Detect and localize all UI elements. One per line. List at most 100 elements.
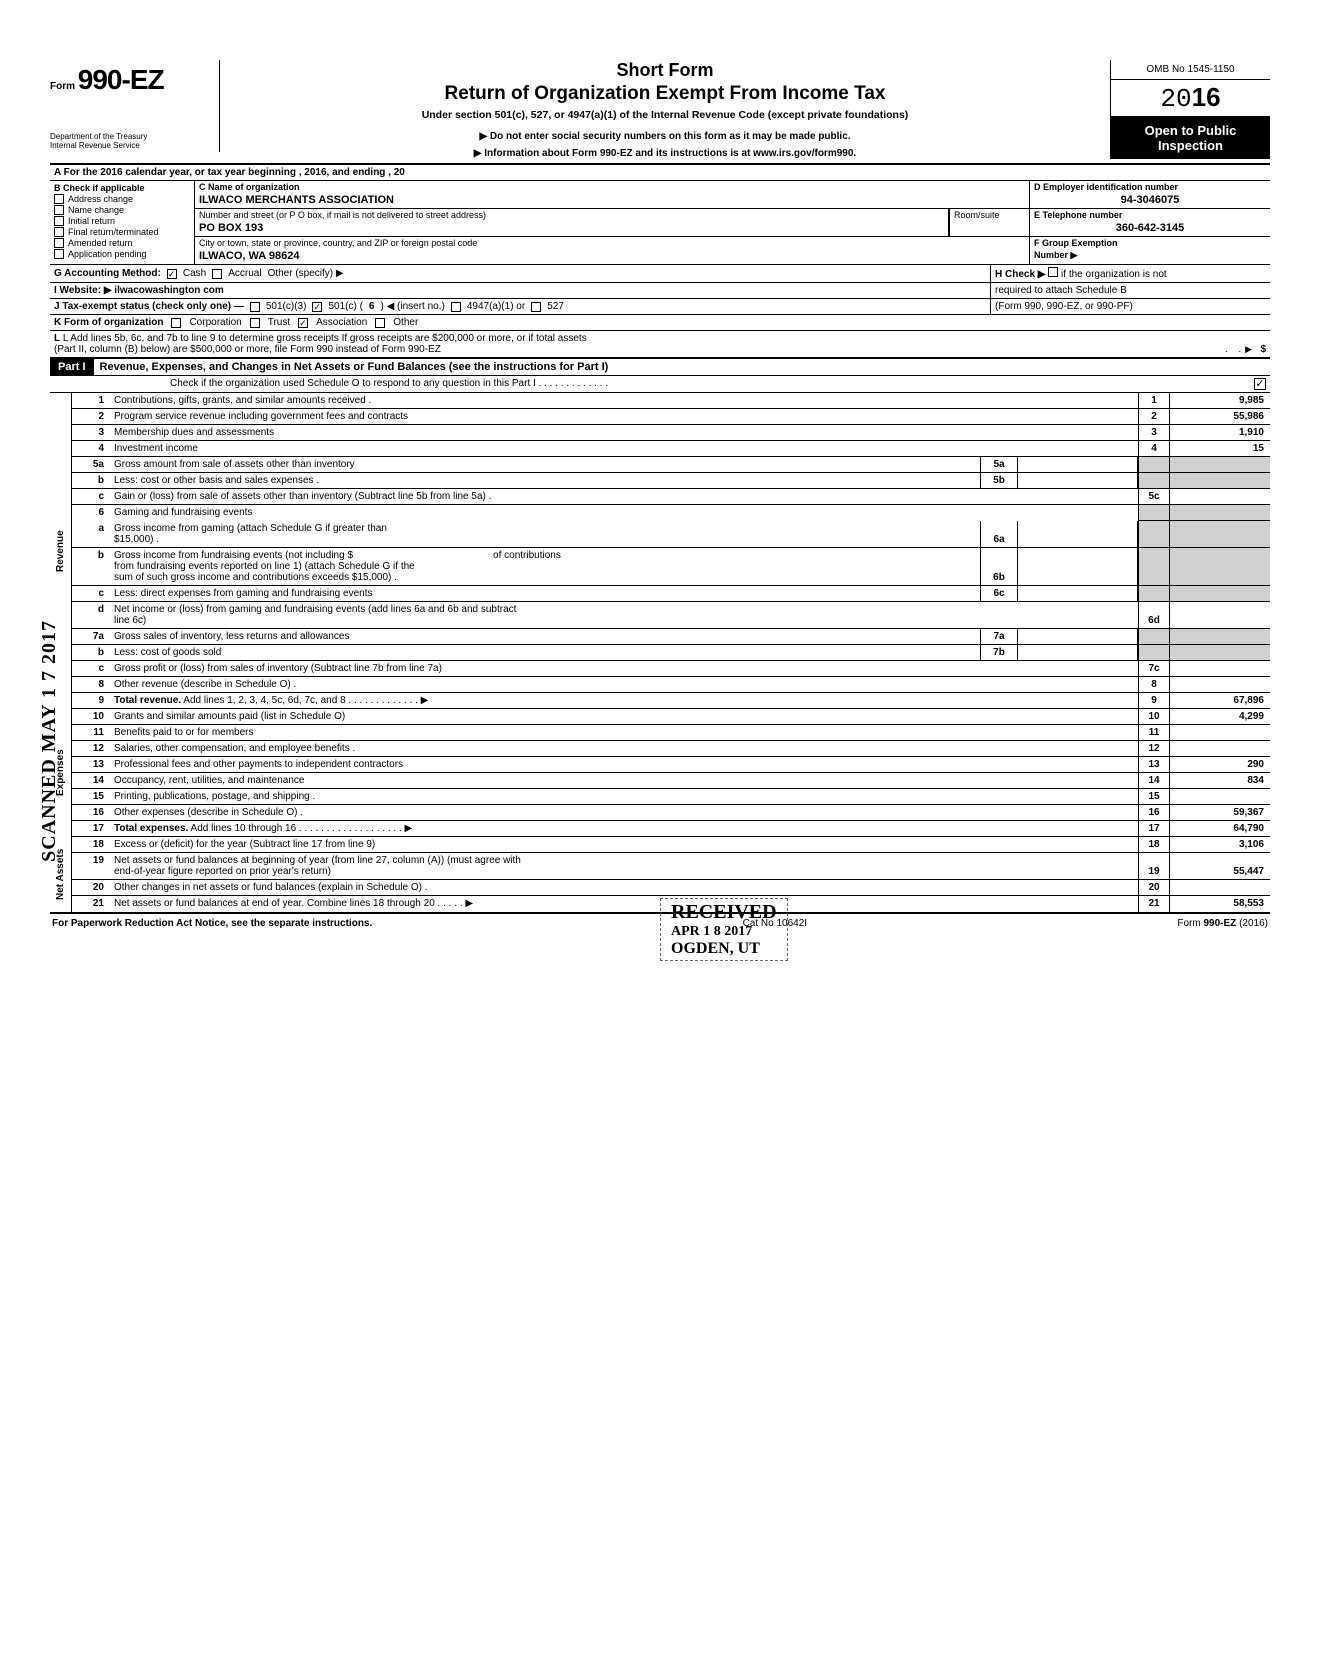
check-4947[interactable] [451,302,461,312]
year-prefix: 20 [1160,84,1191,114]
line-5c: c Gain or (loss) from sale of assets oth… [72,489,1270,505]
f-label2: Number ▶ [1030,249,1270,262]
check-name-change[interactable]: Name change [54,205,190,215]
dept1: Department of the Treasury [50,132,213,141]
line-j-row: J Tax-exempt status (check only one) — 5… [50,299,1270,315]
section-f: F Group Exemption Number ▶ [1030,237,1270,264]
check-cash[interactable] [167,269,177,279]
line-14: 14 Occupancy, rent, utilities, and maint… [72,773,1270,789]
part1-label: Part I [50,359,94,375]
check-501c3[interactable] [250,302,260,312]
year-suffix: 16 [1192,82,1221,112]
line-17: 17 Total expenses. Add lines 10 through … [72,821,1270,837]
schedule-o-check: Check if the organization used Schedule … [50,376,1270,393]
line-12: 12 Salaries, other compensation, and emp… [72,741,1270,757]
line-9: 9 Total revenue. Total revenue. Add line… [72,693,1270,709]
check-address-change[interactable]: Address change [54,194,190,204]
check-application-pending[interactable]: Application pending [54,249,190,259]
line-a: A For the 2016 calendar year, or tax yea… [50,165,1270,181]
instruction1: ▶ Do not enter social security numbers o… [228,131,1102,142]
street-label: Number and street (or P O box, if mail i… [195,209,948,221]
form-center: Short Form Return of Organization Exempt… [220,60,1110,163]
main-title: Return of Organization Exempt From Incom… [228,83,1102,105]
check-527[interactable] [531,302,541,312]
line-j: J Tax-exempt status (check only one) — 5… [50,299,990,314]
line-7b: b Less: cost of goods sold 7b [72,645,1270,661]
line-h-2: required to attach Schedule B [990,283,1270,298]
d-label: D Employer identification number [1030,181,1270,193]
check-other-org[interactable] [375,318,385,328]
omb-number: OMB No 1545-1150 [1111,60,1270,80]
form-left: Form 990-EZ Department of the Treasury I… [50,60,220,152]
line-g: G Accounting Method: Cash Accrual Other … [50,265,990,282]
name-ein-row: C Name of organization ILWACO MERCHANTS … [195,181,1270,209]
check-amended-return[interactable]: Amended return [54,238,190,248]
b-label: B Check if applicable [54,183,190,193]
check-501c[interactable] [312,302,322,312]
line-i: I Website: ▶ ilwacowashington com [50,283,990,298]
check-trust[interactable] [250,318,260,328]
dept2: Internal Revenue Service [50,141,213,150]
line-16: 16 Other expenses (describe in Schedule … [72,805,1270,821]
line-18: 18 Excess or (deficit) for the year (Sub… [72,837,1270,853]
check-schedule-o[interactable] [1254,378,1266,390]
form-number-value: 990-EZ [78,64,164,95]
section-c-name: C Name of organization ILWACO MERCHANTS … [195,181,1030,208]
section-e: E Telephone number 360-642-3145 [1030,209,1270,236]
f-label1: F Group Exemption [1030,237,1270,249]
expenses-section: Expenses 10 Grants and similar amounts p… [50,709,1270,837]
line-6a: a Gross income from gaming (attach Sched… [72,521,1270,548]
check-schedule-b[interactable] [1048,267,1058,277]
line-7c: c Gross profit or (loss) from sales of i… [72,661,1270,677]
part1-header: Part I Revenue, Expenses, and Changes in… [50,359,1270,376]
line-8: 8 Other revenue (describe in Schedule O)… [72,677,1270,693]
city-label: City or town, state or province, country… [195,237,1029,249]
line-2: 2 Program service revenue including gove… [72,409,1270,425]
line-5b: b Less: cost or other basis and sales ex… [72,473,1270,489]
form-number: Form 990-EZ [50,64,213,96]
line-g-h: G Accounting Method: Cash Accrual Other … [50,265,1270,283]
line-h: H Check ▶ if the organization is not [990,265,1270,282]
line-19: 19 Net assets or fund balances at beginn… [72,853,1270,880]
check-accrual[interactable] [212,269,222,279]
section-b: B Check if applicable Address change Nam… [50,181,195,264]
part1-title: Revenue, Expenses, and Changes in Net As… [94,359,1270,375]
line-3: 3 Membership dues and assessments 3 1,91… [72,425,1270,441]
line-10: 10 Grants and similar amounts paid (list… [72,709,1270,725]
line-h-3: (Form 990, 990-EZ, or 990-PF) [990,299,1270,314]
check-final-return[interactable]: Final return/terminated [54,227,190,237]
footer-left: For Paperwork Reduction Act Notice, see … [52,918,372,929]
open-to-public: Open to Public Inspection [1111,117,1270,159]
open-public-1: Open to Public [1113,123,1268,138]
line-i-row: I Website: ▶ ilwacowashington com requir… [50,283,1270,299]
form-label: Form [50,81,75,92]
instruction2: ▶ Information about Form 990-EZ and its … [228,148,1102,159]
line-6d: d Net income or (loss) from gaming and f… [72,602,1270,629]
g-other: Other (specify) ▶ [268,268,344,279]
check-initial-return[interactable]: Initial return [54,216,190,226]
phone-value: 360-642-3145 [1030,221,1270,236]
c-label: C Name of organization [195,181,1029,193]
g-label: G Accounting Method: [54,268,161,279]
city-value: ILWACO, WA 98624 [195,249,1029,264]
line-k: K Form of organization Corporation Trust… [50,315,1270,331]
subtitle: Under section 501(c), 527, or 4947(a)(1)… [228,109,1102,121]
org-name: ILWACO MERCHANTS ASSOCIATION [195,193,1029,208]
footer-right: Form 990-EZ (2016) [1177,918,1268,929]
line-l: L L Add lines 5b, 6c, and 7b to line 9 t… [50,331,1270,359]
form-right: OMB No 1545-1150 2016 Open to Public Ins… [1110,60,1270,159]
section-cdef: C Name of organization ILWACO MERCHANTS … [195,181,1270,264]
e-label: E Telephone number [1030,209,1270,221]
check-assoc[interactable] [298,318,308,328]
line-4: 4 Investment income 4 15 [72,441,1270,457]
line-5a: 5a Gross amount from sale of assets othe… [72,457,1270,473]
street-phone-row: Number and street (or P O box, if mail i… [195,209,1270,237]
street-value: PO BOX 193 [195,221,948,236]
room-label: Room/suite [950,209,1029,221]
check-corp[interactable] [171,318,181,328]
scanned-stamp: SCANNED MAY 1 7 2017 [38,620,61,862]
city-block: City or town, state or province, country… [195,237,1030,264]
line-11: 11 Benefits paid to or for members 11 [72,725,1270,741]
received-stamp: RECEIVED APR 1 8 2017 OGDEN, UT [660,898,788,961]
form-header: Form 990-EZ Department of the Treasury I… [50,60,1270,165]
